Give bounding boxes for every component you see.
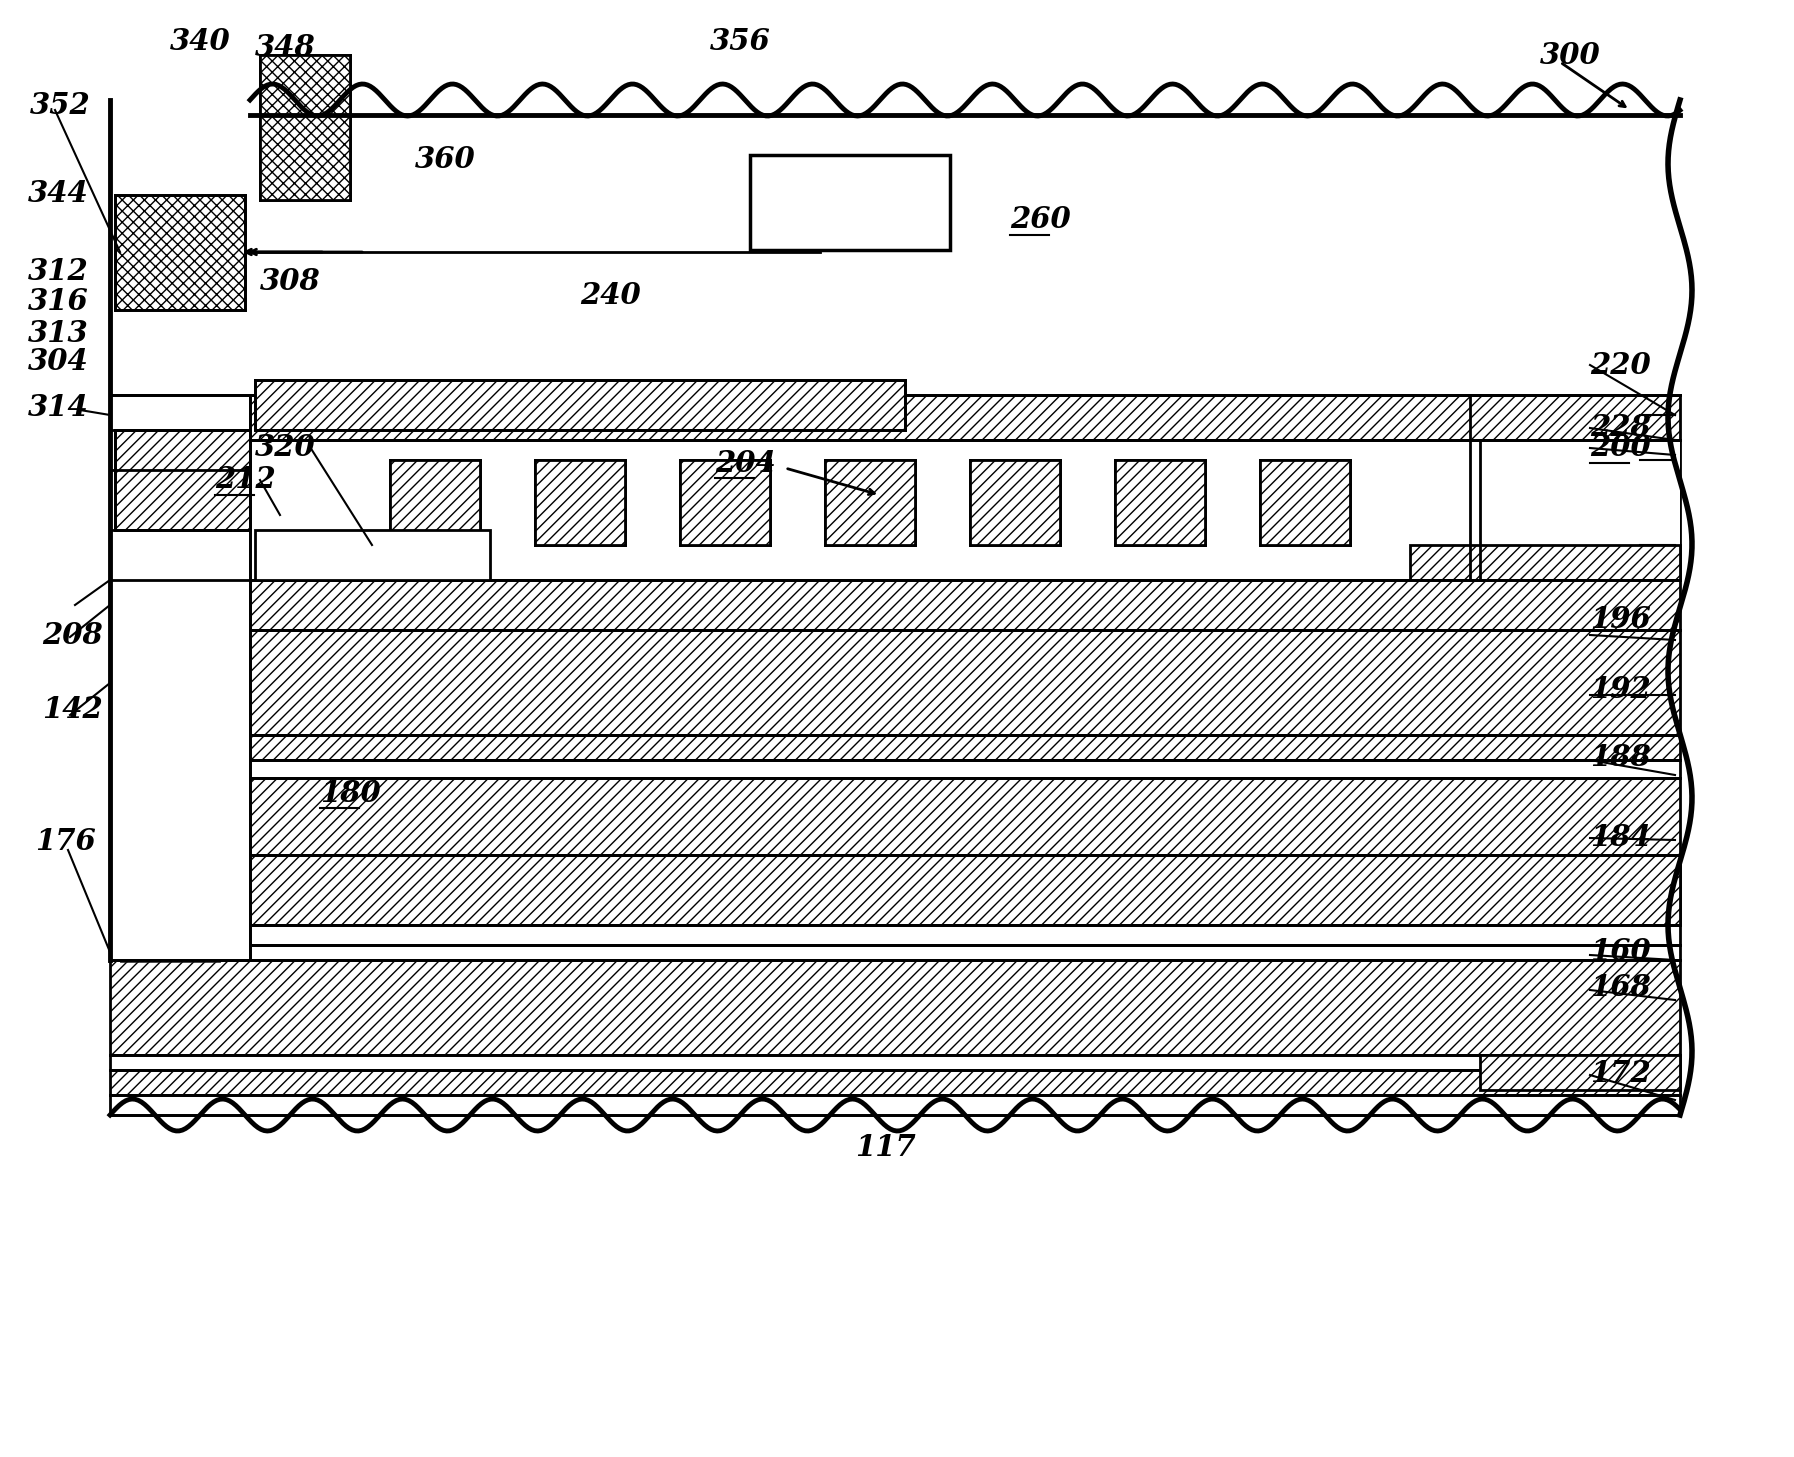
Bar bbox=[260, 55, 350, 200]
Bar bbox=[109, 395, 1679, 440]
Bar bbox=[109, 629, 1679, 734]
Text: 300: 300 bbox=[1539, 41, 1600, 70]
Text: 184: 184 bbox=[1589, 823, 1650, 852]
Bar bbox=[109, 440, 1679, 580]
Bar bbox=[389, 460, 481, 545]
Text: 348: 348 bbox=[255, 34, 316, 63]
Text: 168: 168 bbox=[1589, 973, 1650, 1002]
Text: 313: 313 bbox=[29, 319, 88, 348]
Text: 352: 352 bbox=[30, 90, 91, 119]
Text: 117: 117 bbox=[856, 1134, 915, 1163]
Bar bbox=[109, 855, 1679, 925]
Bar bbox=[109, 734, 1679, 761]
Bar bbox=[109, 101, 1679, 1131]
Bar bbox=[1480, 1055, 1679, 1090]
Bar bbox=[825, 460, 915, 545]
Bar bbox=[109, 778, 1679, 855]
Text: 308: 308 bbox=[260, 268, 321, 297]
Text: 260: 260 bbox=[1010, 205, 1071, 235]
Bar bbox=[750, 154, 951, 251]
Bar bbox=[109, 580, 1679, 629]
Bar bbox=[109, 960, 1679, 1055]
Text: 320: 320 bbox=[255, 433, 316, 462]
Bar bbox=[115, 195, 246, 310]
Text: 314: 314 bbox=[29, 393, 88, 423]
Text: 240: 240 bbox=[579, 281, 640, 309]
Bar bbox=[1259, 460, 1351, 545]
Text: 312: 312 bbox=[29, 258, 88, 287]
Text: 212: 212 bbox=[215, 465, 276, 494]
Text: 176: 176 bbox=[36, 828, 95, 857]
Text: 356: 356 bbox=[710, 28, 771, 57]
Bar bbox=[115, 430, 249, 530]
Text: 316: 316 bbox=[29, 287, 88, 316]
Text: 228: 228 bbox=[1589, 414, 1650, 443]
Text: 304: 304 bbox=[29, 348, 88, 376]
Text: 340: 340 bbox=[170, 28, 231, 57]
Text: 196: 196 bbox=[1589, 606, 1650, 634]
Bar bbox=[249, 115, 1650, 395]
Bar bbox=[109, 440, 380, 580]
Text: 200: 200 bbox=[1589, 434, 1650, 462]
Bar bbox=[680, 460, 770, 545]
Bar bbox=[109, 395, 249, 960]
Text: 204: 204 bbox=[716, 449, 775, 478]
Bar bbox=[1410, 545, 1679, 580]
Text: 188: 188 bbox=[1589, 743, 1650, 772]
Text: 208: 208 bbox=[41, 621, 102, 650]
Bar bbox=[1116, 460, 1206, 545]
Text: 220: 220 bbox=[1589, 351, 1650, 379]
Bar bbox=[1410, 440, 1679, 580]
Bar bbox=[120, 947, 221, 962]
Bar bbox=[535, 460, 624, 545]
Text: 192: 192 bbox=[1589, 676, 1650, 705]
Bar bbox=[971, 460, 1060, 545]
Bar bbox=[249, 105, 1676, 401]
Text: 160: 160 bbox=[1589, 937, 1650, 966]
Text: 360: 360 bbox=[414, 146, 475, 175]
Bar bbox=[249, 101, 1676, 401]
Bar bbox=[109, 925, 1679, 946]
Bar bbox=[109, 1055, 1679, 1069]
Text: 142: 142 bbox=[41, 695, 102, 724]
Text: 172: 172 bbox=[1589, 1059, 1650, 1088]
Bar bbox=[109, 1069, 1679, 1096]
Text: 344: 344 bbox=[29, 179, 88, 207]
Bar bbox=[255, 530, 490, 580]
Bar bbox=[109, 761, 1679, 778]
Bar bbox=[255, 380, 904, 430]
Bar bbox=[109, 946, 1679, 960]
Text: 180: 180 bbox=[319, 778, 380, 807]
Bar bbox=[109, 1096, 1679, 1115]
Bar bbox=[109, 855, 1679, 925]
